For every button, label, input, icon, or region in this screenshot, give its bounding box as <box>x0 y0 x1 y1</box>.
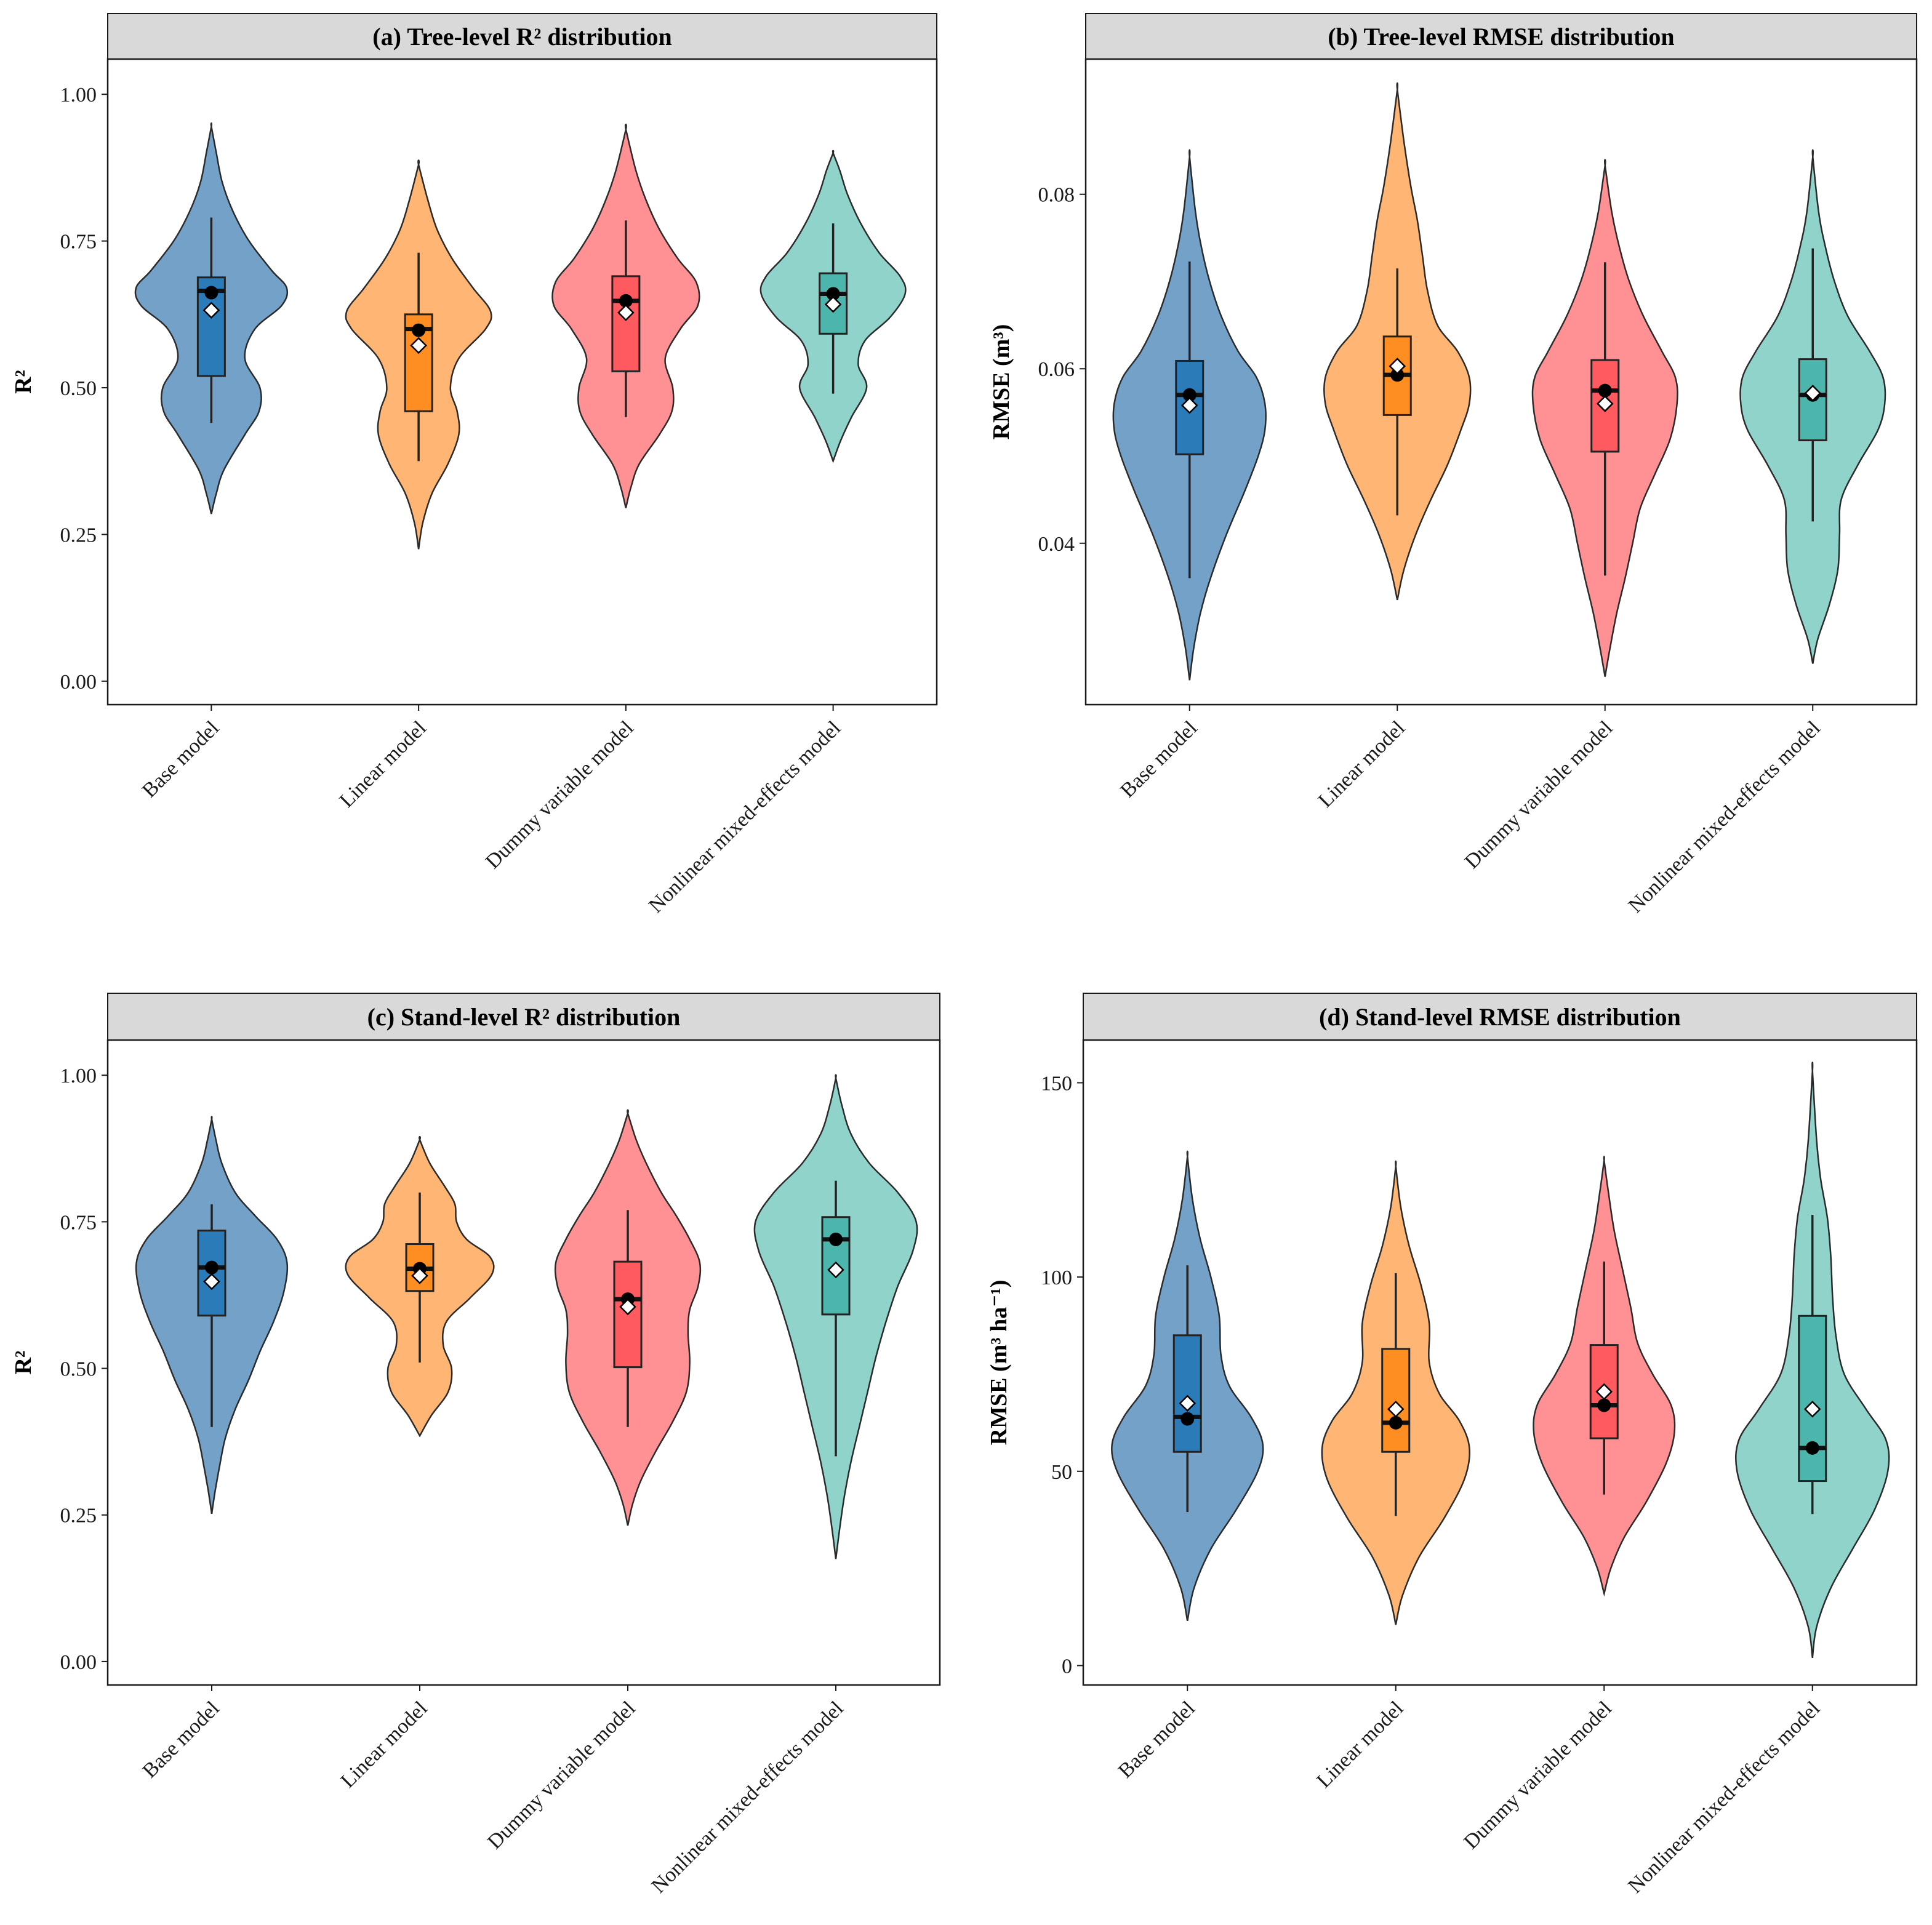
mean-point <box>619 294 633 308</box>
y-tick-label: 0.50 <box>60 1358 97 1381</box>
diamond-point <box>617 304 635 321</box>
diamond-point <box>1387 1400 1405 1418</box>
diamond-point <box>1804 385 1822 402</box>
diamond-point <box>410 337 427 354</box>
y-tick-label: 0.75 <box>60 1211 97 1234</box>
y-tick-label: 0.00 <box>60 1651 97 1674</box>
mean-point <box>1180 1412 1195 1426</box>
diamond-point <box>824 295 842 313</box>
diamond-point <box>1179 1395 1196 1412</box>
plot-frame <box>1084 58 1918 706</box>
diamond-point <box>1180 397 1198 414</box>
y-tick-label: 0 <box>1062 1655 1072 1678</box>
y-tick-label: 150 <box>1041 1072 1072 1095</box>
panel-title: (c) Stand-level R² distribution <box>367 1003 681 1031</box>
y-tick-label: 1.00 <box>60 84 97 106</box>
y-tick-label: 0.04 <box>1038 533 1075 556</box>
panel-strip <box>107 13 937 60</box>
plot-frame <box>1082 1039 1918 1686</box>
mean-point <box>412 323 426 337</box>
plot-frame <box>106 58 938 706</box>
mean-point <box>829 1232 843 1246</box>
y-tick-label: 0.08 <box>1038 184 1075 207</box>
panel-strip <box>1083 993 1917 1041</box>
y-tick-label: 0.50 <box>60 377 97 400</box>
mean-point <box>1597 1398 1611 1412</box>
diamond-point <box>619 1298 636 1316</box>
y-axis-title: R² <box>10 370 36 394</box>
plot-frame <box>106 1039 941 1686</box>
iqr-box <box>196 276 226 377</box>
panel-title: (b) Tree-level RMSE distribution <box>1328 23 1674 50</box>
diamond-point <box>411 1267 428 1284</box>
diamond-point <box>1389 358 1406 375</box>
y-axis-title: RMSE (m³) <box>988 324 1014 440</box>
panel-strip <box>1085 13 1917 60</box>
mean-point <box>826 287 840 301</box>
y-axis-title: RMSE (m³ ha⁻¹) <box>986 1280 1012 1446</box>
mean-point <box>1389 1415 1403 1430</box>
y-tick-label: 0.25 <box>60 524 97 546</box>
y-tick-label: 50 <box>1051 1461 1072 1484</box>
iqr-box <box>1381 1348 1411 1453</box>
y-axis-title: R² <box>10 1351 36 1375</box>
y-tick-label: 0.25 <box>60 1505 97 1527</box>
y-tick-label: 100 <box>1041 1267 1072 1289</box>
mean-point <box>204 286 218 300</box>
diamond-point <box>1595 1383 1613 1401</box>
iqr-box <box>1172 1334 1202 1453</box>
iqr-box <box>1798 1315 1827 1483</box>
diamond-point <box>1596 395 1614 412</box>
diamond-point <box>827 1261 844 1279</box>
panel-d: (d) Stand-level RMSE distribution 0 50 100 1… <box>986 993 1918 1898</box>
iqr-box <box>1590 359 1620 453</box>
diamond-point <box>202 302 220 319</box>
diamond-point <box>203 1273 220 1291</box>
diamond-point <box>1803 1400 1821 1418</box>
mean-point <box>1598 383 1612 398</box>
mean-point <box>1390 368 1405 382</box>
panel-a: (a) Tree-level R² distribution 0.00 0.25 0.… <box>10 13 938 918</box>
panel-title: (a) Tree-level R² distribution <box>372 23 671 50</box>
panel-title: (d) Stand-level RMSE distribution <box>1319 1003 1681 1031</box>
y-tick-label: 0.06 <box>1038 358 1075 381</box>
y-tick-label: 0.00 <box>60 671 97 694</box>
y-tick-label: 0.75 <box>60 231 97 254</box>
mean-point <box>205 1260 218 1275</box>
panel-strip <box>107 993 940 1041</box>
iqr-box <box>611 275 641 372</box>
mean-point <box>1805 1441 1819 1455</box>
mean-point <box>1182 388 1196 402</box>
y-tick-label: 1.00 <box>60 1065 97 1087</box>
